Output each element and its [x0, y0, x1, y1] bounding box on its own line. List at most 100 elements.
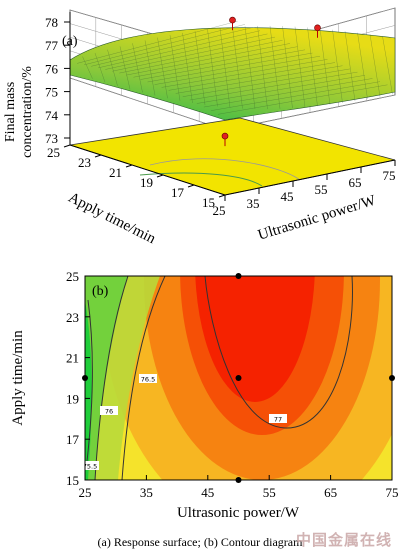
- mesh-line: [182, 32, 193, 104]
- x-axis-ticks: 25 35 45 55 65 75: [213, 160, 396, 218]
- x-tick-label: 25: [213, 203, 226, 218]
- y-tick-label: 17: [171, 185, 185, 200]
- mesh-line: [194, 30, 206, 105]
- mesh-line: [119, 46, 131, 90]
- mesh-line: [269, 25, 281, 109]
- floor-contour-line: [149, 158, 301, 181]
- contour-y-axis-title: Apply time/min: [10, 330, 26, 426]
- y-tick: [156, 174, 164, 178]
- response-surface: [69, 27, 396, 121]
- z-axis-ticks: 73 74 75 76 77 78: [45, 15, 70, 146]
- x-tick-label: 55: [315, 182, 328, 197]
- mesh-line: [105, 33, 268, 70]
- surface-mesh: [77, 21, 393, 115]
- mesh-line: [84, 24, 246, 66]
- y-axis-ticks: 15 17 19 21 23 25: [47, 144, 226, 210]
- z-tick-label: 77: [45, 38, 59, 53]
- mesh-line: [98, 30, 261, 69]
- z-tick-label: 78: [45, 15, 58, 30]
- contour-y-tick-label: 17: [66, 432, 80, 447]
- mesh-line: [369, 34, 381, 97]
- mesh-line: [140, 49, 306, 80]
- design-point-3d: [221, 132, 229, 140]
- x-tick-label: 75: [383, 168, 396, 183]
- contour-band-peak: [195, 276, 315, 402]
- design-point: [82, 375, 88, 381]
- contour-panel: 75.5 76 76.5 77 25 35 45 55 65 75 15 17 19 21 23 25 (…: [10, 269, 399, 521]
- x-axis-title: Ultrasonic power/W: [256, 192, 378, 243]
- y-tick-label: 15: [202, 195, 215, 210]
- z-tick-label: 73: [45, 131, 58, 146]
- mesh-line: [189, 71, 358, 101]
- contour-y-ticks: 15 17 19 21 23 25: [66, 269, 90, 488]
- contour-y-tick-label: 21: [66, 351, 79, 366]
- y-tick: [94, 154, 102, 158]
- contour-label-bg: [139, 374, 157, 383]
- mesh-line: [244, 26, 256, 109]
- mesh-line: [168, 62, 336, 91]
- y-tick: [125, 164, 133, 168]
- y-tick-label: 25: [47, 145, 60, 160]
- mesh-line: [112, 36, 276, 72]
- contour-x-tick-label: 35: [140, 485, 153, 500]
- mesh-line: [207, 29, 218, 107]
- contour-x-axis-title: Ultrasonic power/W: [177, 505, 300, 521]
- panel-b-label: (b): [92, 284, 109, 299]
- mesh-line: [332, 29, 343, 103]
- mesh-line: [126, 43, 291, 76]
- x-tick-label: 45: [281, 189, 294, 204]
- z-tick-label: 75: [45, 85, 58, 100]
- x-axis-line: [224, 159, 396, 196]
- contour-x-ticks: 25 35 45 55 65 75: [79, 475, 399, 500]
- contour-line-75-5: [121, 276, 166, 480]
- y-axis-line: [69, 144, 226, 196]
- mesh-line: [344, 31, 356, 102]
- design-point: [389, 375, 395, 381]
- panel-a-label: (a): [62, 34, 78, 49]
- contour-y-tick-label: 15: [66, 473, 79, 488]
- contour-x-tick-label: 25: [79, 485, 92, 500]
- mesh-line: [282, 26, 293, 109]
- y-tick: [63, 144, 71, 148]
- mesh-line: [210, 81, 381, 111]
- mesh-line: [196, 75, 366, 104]
- contour-label: 76.5: [141, 376, 155, 384]
- mesh-line: [182, 68, 351, 97]
- design-point: [235, 477, 242, 483]
- z-axis-title-line2: concentration/%: [20, 66, 35, 158]
- mesh-line: [203, 78, 373, 108]
- contour-x-tick-label: 65: [324, 485, 337, 500]
- y-tick: [187, 184, 195, 188]
- watermark: 中国金属在线: [296, 531, 393, 549]
- mesh-line: [257, 25, 268, 110]
- contour-x-tick-label: 75: [386, 485, 399, 500]
- contour-x-tick-label: 55: [263, 485, 276, 500]
- contour-label: 75.5: [83, 463, 97, 471]
- contour-label-bg: [85, 461, 99, 470]
- mesh-line: [119, 40, 283, 74]
- mesh-line: [219, 27, 231, 108]
- z-tick-label: 76: [45, 61, 59, 76]
- mesh-line: [144, 40, 156, 96]
- figure-caption: (a) Response surface; (b) Contour diagra…: [97, 535, 303, 549]
- mesh-line: [175, 65, 343, 94]
- mesh-line: [294, 26, 306, 108]
- mesh-line: [307, 27, 318, 107]
- mesh-line: [161, 59, 328, 88]
- design-point: [235, 273, 242, 279]
- mesh-line: [94, 52, 106, 83]
- y-tick: [218, 194, 226, 198]
- contour-labels: 75.5 76 76.5 77: [83, 374, 287, 471]
- contour-line-77: [204, 276, 353, 429]
- design-points-3d: [221, 16, 321, 147]
- mesh-line: [82, 56, 93, 79]
- design-points-2d: [82, 273, 395, 483]
- mesh-line: [133, 46, 298, 78]
- mesh-line: [107, 49, 118, 86]
- contour-label-bg: [269, 414, 287, 423]
- contour-label: 76: [105, 408, 113, 416]
- mesh-line: [319, 28, 331, 105]
- mesh-line: [357, 32, 368, 99]
- z-axis-title-line1: Final mass: [3, 82, 18, 142]
